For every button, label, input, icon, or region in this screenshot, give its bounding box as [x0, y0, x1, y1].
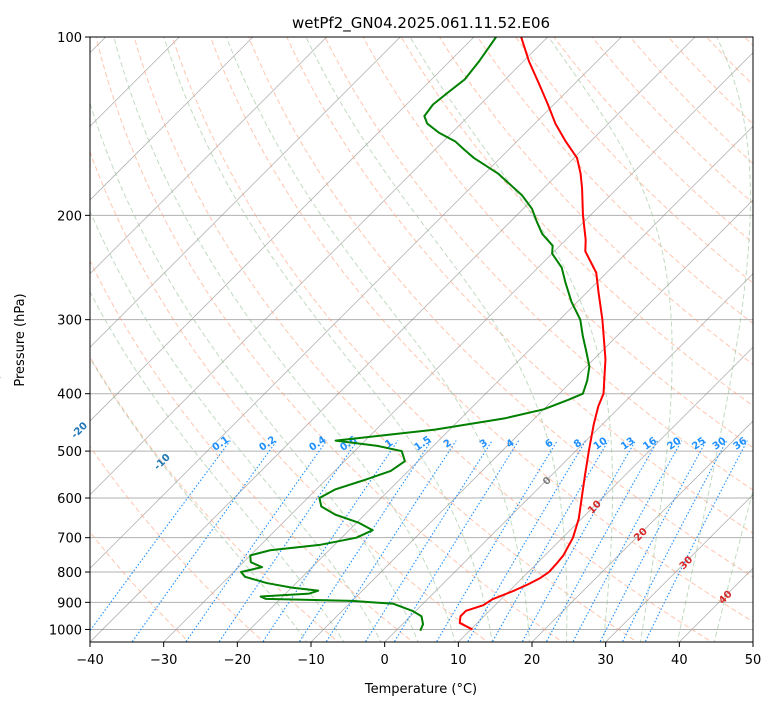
- isotherm-line: [752, 641, 753, 642]
- mixing-ratio-line: [325, 440, 457, 642]
- isotherm-line: [90, 37, 401, 348]
- dry-adiabat-line: [248, 37, 753, 578]
- y-tick-label: 400: [57, 388, 82, 403]
- mixing-ratio-line: [393, 440, 520, 642]
- isotherm-line: [310, 199, 753, 642]
- chart-title: wetPf2_GN04.2025.061.11.52.E06: [292, 14, 550, 33]
- dry-adiabat-line: [286, 37, 753, 534]
- mixing-ratio-line: [131, 440, 278, 642]
- mixing-ratio-line: [298, 440, 432, 642]
- dry-adiabat-line: [209, 37, 753, 623]
- x-tick-label: 0: [381, 653, 389, 668]
- y-tick-label: 200: [57, 209, 82, 224]
- isotherm-line: [531, 420, 753, 642]
- dry-adiabat-label: -30: [0, 371, 4, 392]
- mixing-ratio-line: [644, 440, 748, 642]
- moist-adiabat-line: [90, 357, 308, 642]
- mixing-ratio-line: [364, 440, 493, 642]
- dry-adiabat-line: [770, 24, 775, 645]
- isotherm-line: [90, 37, 475, 422]
- isotherm-line: [90, 37, 622, 569]
- dry-adiabat-line: [90, 356, 339, 642]
- isotherm-line: [90, 37, 254, 201]
- dry-adiabat-line: [90, 531, 190, 642]
- mixing-ratio-line: [521, 440, 637, 642]
- dry-adiabat-line: [133, 37, 638, 642]
- plot-frame: [89, 36, 754, 643]
- mixing-ratio-line: [599, 440, 707, 642]
- x-tick-label: 10: [450, 653, 467, 668]
- moist-adiabat-line: [90, 209, 382, 642]
- y-tick-label: 800: [57, 566, 82, 581]
- y-tick-label: 700: [57, 532, 82, 547]
- y-tick-label: 900: [57, 596, 82, 611]
- isotherm-line: [163, 52, 753, 642]
- moist-adiabat-line: [676, 37, 751, 642]
- moist-adiabat-line: [90, 101, 419, 642]
- isotherm-line: [90, 37, 549, 496]
- dry-adiabat-line: [171, 37, 713, 642]
- y-tick-label: 600: [57, 492, 82, 507]
- x-tick-label: −20: [224, 653, 251, 668]
- moist-adiabat-line: [713, 488, 753, 642]
- isotherm-line: [90, 37, 328, 275]
- y-tick-label: 300: [57, 314, 82, 329]
- x-tick-label: 50: [745, 653, 762, 668]
- moist-adiabat-line: [225, 37, 530, 642]
- x-axis-title: Temperature (°C): [364, 682, 477, 697]
- isotherm-line: [384, 273, 753, 642]
- isotherm-line: [457, 346, 753, 642]
- x-tick-label: 20: [524, 653, 541, 668]
- y-axis-title: Pressure (hPa): [13, 293, 28, 386]
- dry-adiabat-label: -20: [69, 420, 90, 441]
- x-tick-label: −40: [76, 653, 103, 668]
- mixing-ratio-line: [218, 440, 358, 642]
- mixing-ratio-line: [545, 440, 659, 642]
- isotherm-line: [605, 494, 753, 642]
- dry-adiabat-line: [95, 37, 564, 642]
- x-tick-label: 30: [597, 653, 614, 668]
- moist-adiabat-line: [548, 37, 673, 642]
- x-tick-label: −30: [150, 653, 177, 668]
- mixing-ratio-line: [435, 440, 558, 642]
- dewpoint-profile-line: [240, 37, 591, 632]
- y-tick-label: 1000: [49, 623, 82, 638]
- moist-adiabat-line: [305, 37, 568, 642]
- x-tick-label: 40: [671, 653, 688, 668]
- mixing-ratio-line: [262, 440, 399, 642]
- moist-adiabat-line: [113, 37, 456, 642]
- moist-adiabat-line: [90, 290, 345, 642]
- moist-adiabat-line: [409, 37, 614, 642]
- mixing-ratio-line: [90, 440, 231, 632]
- dry-adiabat-line: [362, 37, 753, 449]
- dry-adiabat-line: [438, 37, 753, 366]
- y-tick-label: 100: [57, 31, 82, 46]
- dry-adiabat-line: [90, 150, 489, 642]
- moist-adiabat-line: [163, 37, 493, 642]
- x-tick-label: −10: [297, 653, 324, 668]
- mixing-ratio-line: [491, 440, 609, 642]
- isotherm-line: [90, 37, 696, 642]
- temperature-profile-line: [458, 37, 607, 631]
- dry-adiabat-line: [324, 37, 753, 491]
- plot-area: [90, 37, 753, 642]
- mixing-ratio-line: [466, 440, 587, 642]
- axes: −40 −30 −20 −10 0 10 20 30 40 50 100 200 300 400 500 60…: [49, 31, 761, 668]
- profiles: [240, 37, 607, 632]
- mixing-ratio-line: [621, 440, 728, 642]
- y-tick-label: 500: [57, 445, 82, 460]
